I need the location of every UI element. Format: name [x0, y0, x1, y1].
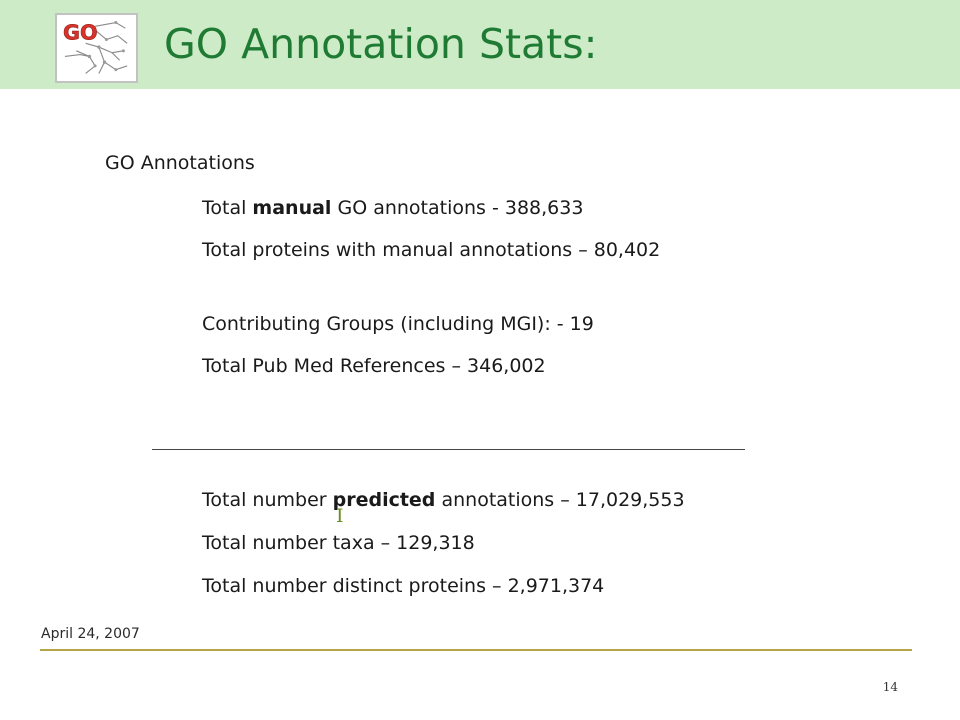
- stat-predicted-annotations: Total number predicted annotations – 17,…: [202, 487, 685, 513]
- stat-distinct-proteins: Total number distinct proteins – 2,971,3…: [202, 575, 605, 597]
- header-banner: GO GO Annotation Stats:: [0, 0, 960, 89]
- page-title: GO Annotation Stats:: [164, 20, 598, 68]
- stat-manual-annotations: Total manual GO annotations - 388,633: [202, 195, 583, 221]
- stat-pubmed-references: Total Pub Med References – 346,002: [202, 355, 546, 377]
- go-logo-text: GO: [63, 21, 98, 45]
- footer-date: April 24, 2007: [41, 626, 140, 642]
- go-logo-graphic: GO: [57, 15, 136, 81]
- stat-predicted-annotations-suffix: annotations – 17,029,553: [435, 489, 685, 511]
- slide-number: 14: [882, 680, 898, 694]
- stat-manual-annotations-suffix: GO annotations - 388,633: [331, 197, 584, 219]
- stat-manual-annotations-prefix: Total: [202, 197, 253, 219]
- stat-manual-proteins: Total proteins with manual annotations –…: [202, 239, 661, 261]
- section-divider: [152, 449, 745, 450]
- section-heading: GO Annotations: [105, 152, 255, 174]
- stat-total-taxa: Total number taxa – 129,318: [202, 532, 475, 554]
- text-cursor-icon: I: [336, 505, 344, 527]
- stat-predicted-annotations-emphasis: predicted: [332, 489, 436, 511]
- stat-predicted-annotations-prefix: Total number: [202, 489, 333, 511]
- stat-manual-annotations-emphasis: manual: [252, 197, 332, 219]
- stat-contributing-groups: Contributing Groups (including MGI): - 1…: [202, 313, 594, 335]
- footer-divider: [40, 649, 912, 651]
- go-logo: GO: [55, 13, 138, 83]
